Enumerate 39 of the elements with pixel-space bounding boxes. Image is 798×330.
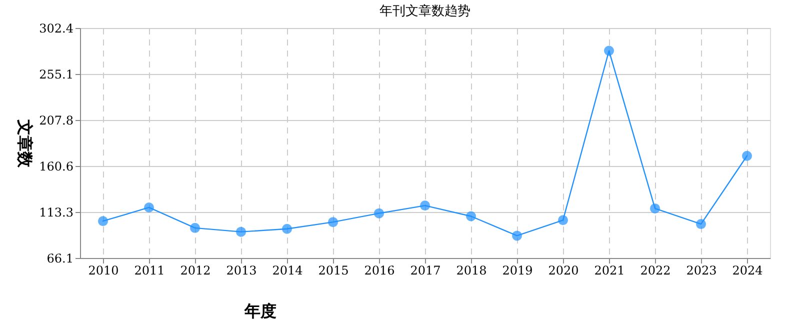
x-tick-label: 2021 xyxy=(594,264,625,278)
x-tick-label: 2013 xyxy=(226,264,257,278)
x-tick-label: 2018 xyxy=(456,264,487,278)
x-tick-label: 2020 xyxy=(548,264,579,278)
y-tick-label: 160.6 xyxy=(39,160,74,174)
point xyxy=(512,230,522,241)
x-tick-label: 2014 xyxy=(272,264,304,278)
x-tick-label: 2012 xyxy=(180,264,211,278)
point xyxy=(650,203,660,214)
y-tick-label: 66.1 xyxy=(46,252,74,266)
point xyxy=(98,216,108,226)
y-tick-label: 207.8 xyxy=(39,114,74,128)
x-tick-label: 2011 xyxy=(134,264,165,278)
point xyxy=(144,202,154,212)
x-tick-label: 2022 xyxy=(640,264,671,278)
point xyxy=(328,217,338,228)
point xyxy=(696,219,706,230)
y-tick-label: 255.1 xyxy=(39,68,74,82)
point xyxy=(190,222,200,233)
y-tick-label: 113.3 xyxy=(39,206,74,220)
chart-title: 年刊文章数趋势 xyxy=(380,4,470,19)
y-tick-label: 302.4 xyxy=(39,22,74,36)
x-tick-label: 2023 xyxy=(686,264,717,278)
x-tick-label: 2019 xyxy=(502,264,533,278)
point xyxy=(466,211,476,222)
x-tick-label: 2024 xyxy=(732,264,764,278)
x-tick-label: 2017 xyxy=(410,264,441,278)
x-tick-label: 2010 xyxy=(88,264,119,278)
x-tick-label: 2016 xyxy=(364,264,395,278)
point xyxy=(604,46,614,56)
point xyxy=(742,150,752,161)
point xyxy=(374,208,384,218)
point xyxy=(236,226,246,237)
x-tick-label: 2015 xyxy=(318,264,349,278)
point xyxy=(282,224,292,234)
point xyxy=(420,200,430,211)
y-axis-title: 文章数 xyxy=(16,118,34,168)
x-axis-title: 年度 xyxy=(244,302,276,320)
point xyxy=(558,215,568,226)
